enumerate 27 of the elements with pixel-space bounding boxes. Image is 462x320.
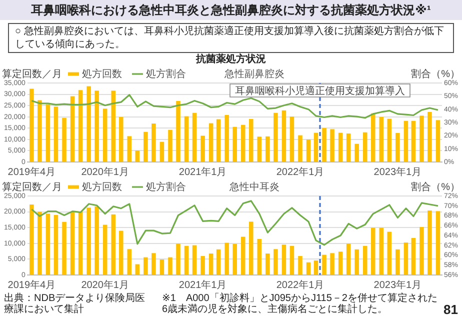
x-tick-label: 2021年1月 (178, 166, 227, 178)
source-note: 出典：NDBデータより保険局医療課において集計 (4, 293, 146, 315)
text: 抗菌薬処方状況 (194, 54, 267, 66)
x-tick-label: 2022年1月 (276, 166, 324, 178)
x-tick-label: 2020年1月 (81, 166, 129, 178)
legend-label: 処方割合 (146, 68, 186, 80)
x-tick-label: 2019年4月 (8, 166, 56, 178)
x-tick-label: 2021年1月 (178, 278, 227, 291)
ref-line-label: 耳鼻咽喉科小児適正使用支援加算導入 (234, 84, 405, 97)
legend-label: 処方回数 (82, 68, 122, 80)
x-tick-label: 2022年1月 (276, 278, 324, 291)
x-tick-label: 2023年1月 (374, 166, 422, 178)
text: ○ 急性副鼻腔炎においては、耳鼻科小児抗菌薬適正使用支援加算導入後に抗菌薬処方割合が低下している傾向にあった。 (8, 23, 454, 53)
x-tick-label: 2019年4月 (8, 278, 56, 291)
chart-title: 急性副鼻腔炎 (224, 68, 285, 80)
y-axis-title: 算定回数／月 (2, 180, 62, 193)
y-axis-title: 算定回数／月 (2, 68, 62, 80)
x-tick-label: 2020年1月 (81, 278, 129, 291)
text: 81 (442, 302, 458, 317)
y2-axis-title: 割合（%） (411, 180, 460, 193)
y2-axis-title: 割合（%） (411, 68, 460, 80)
legend-label: 処方回数 (82, 180, 122, 193)
chart-title: 急性中耳炎 (228, 180, 280, 193)
text: ※1 A000「初診料」とJ095からJ115－2を併せて算定された6歳未満の児を対象に、主傷病名ごとに集計した。 (161, 293, 438, 315)
text: 耳鼻咽喉科における急性中耳炎と急性副鼻腔炎に対する抗菌薬処方状況※¹ (0, 0, 462, 20)
x-tick-label: 2023年1月 (374, 278, 422, 291)
legend-label: 処方割合 (146, 180, 186, 193)
